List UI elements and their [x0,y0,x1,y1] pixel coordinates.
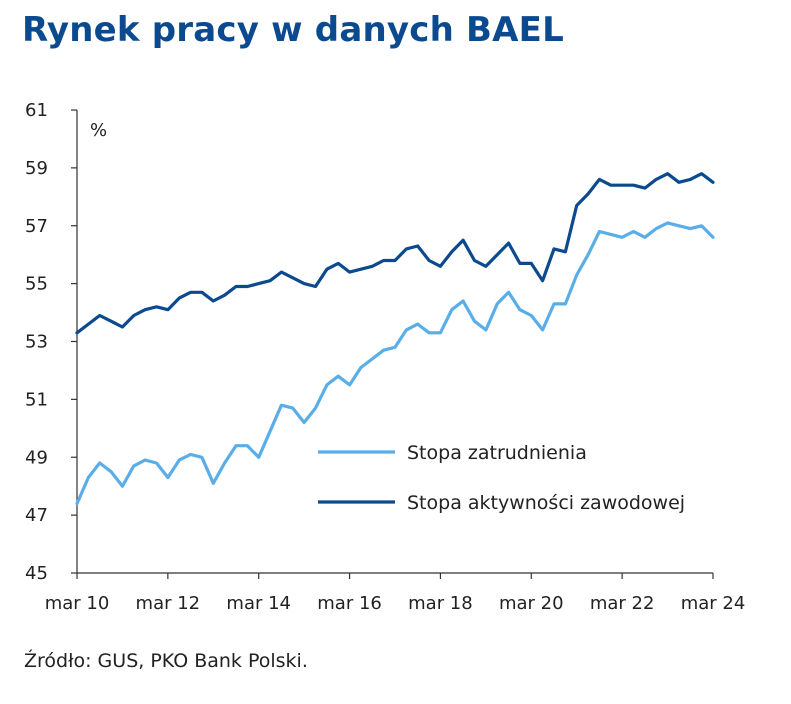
legend-label: Stopa zatrudnienia [407,442,587,464]
y-tick-label: 47 [25,505,48,526]
y-tick-label: 45 [25,563,48,584]
chart-title: Rynek pracy w danych BAEL [22,10,564,50]
x-tick-label: mar 10 [45,593,110,614]
x-tick-label: mar 20 [499,593,564,614]
legend-label: Stopa aktywności zawodowej [407,492,685,514]
line-chart: 45 47 49 51 53 55 57 59 61% mar 10 mar 12 mar 14 mar… [25,100,745,614]
y-unit-label: % [90,120,107,141]
y-tick-label: 51 [25,389,48,410]
x-tick-label: mar 16 [317,593,382,614]
x-tick-label: mar 18 [408,593,473,614]
source-note: Źródło: GUS, PKO Bank Polski. [24,650,308,672]
legend: Stopa zatrudnienia Stopa aktywności zawod… [318,442,685,514]
axes: 45 47 49 51 53 55 57 59 61% mar 10 mar 12 mar 14 mar… [25,100,745,614]
y-tick-label: 59 [25,158,48,179]
series-line-employment-rate [75,221,715,506]
y-tick-label: 61 [25,100,48,121]
x-tick-label: mar 12 [136,593,201,614]
x-tick-label: mar 24 [681,593,746,614]
x-tick-label: mar 22 [590,593,655,614]
series-layer [75,172,715,506]
y-tick-label: 55 [25,274,48,295]
series-line-activity-rate [75,172,715,335]
y-tick-label: 49 [25,447,48,468]
y-tick-label: 57 [25,216,48,237]
x-tick-label: mar 14 [226,593,291,614]
y-tick-label: 53 [25,332,48,353]
